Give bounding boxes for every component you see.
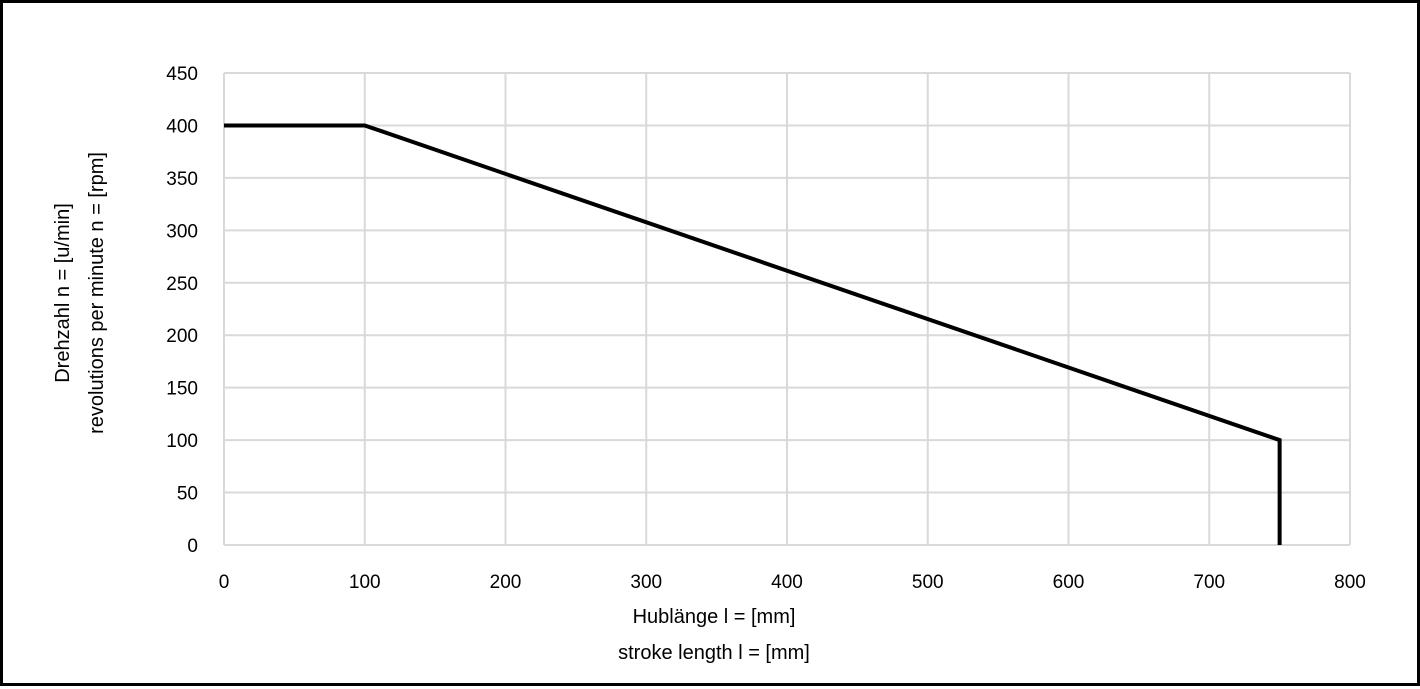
y-tick-label: 350 (166, 169, 198, 190)
y-tick-label: 100 (166, 431, 198, 452)
x-tick-label: 300 (630, 572, 662, 593)
y-axis-title-line-2: revolutions per minute n = [rpm] (86, 152, 108, 434)
y-tick-label: 150 (166, 379, 198, 400)
y-tick-label: 400 (166, 116, 198, 137)
x-axis-title-line-1: Hublänge l = [mm] (633, 606, 796, 628)
y-tick-label: 300 (166, 221, 198, 242)
y-tick-label: 250 (166, 274, 198, 295)
x-tick-label: 0 (219, 572, 230, 593)
x-tick-label: 200 (490, 572, 522, 593)
y-tick-label: 200 (166, 326, 198, 347)
x-tick-label: 600 (1053, 572, 1085, 593)
y-tick-label: 0 (187, 536, 198, 557)
x-tick-label: 400 (771, 572, 803, 593)
series-group (224, 123, 1282, 545)
x-tick-label: 500 (912, 572, 944, 593)
x-tick-label: 800 (1334, 572, 1366, 593)
x-axis-title-line-2: stroke length l = [mm] (618, 642, 810, 664)
y-tick-label: 450 (166, 64, 198, 85)
x-tick-label: 700 (1193, 572, 1225, 593)
x-tick-label: 100 (349, 572, 381, 593)
x-tick-labels: 0 100 200 300 400 500 600 700 800 (219, 572, 1366, 593)
series-line (224, 123, 1282, 545)
y-axis-title-line-1: Drehzahl n = [u/min] (52, 203, 74, 383)
y-tick-label: 50 (177, 484, 198, 505)
line-chart: 0 50 100 150 200 250 300 350 400 450 0 100 200 300 40… (52, 64, 1366, 664)
y-tick-labels: 0 50 100 150 200 250 300 350 400 450 (166, 64, 198, 557)
grid-lines (223, 72, 1351, 546)
